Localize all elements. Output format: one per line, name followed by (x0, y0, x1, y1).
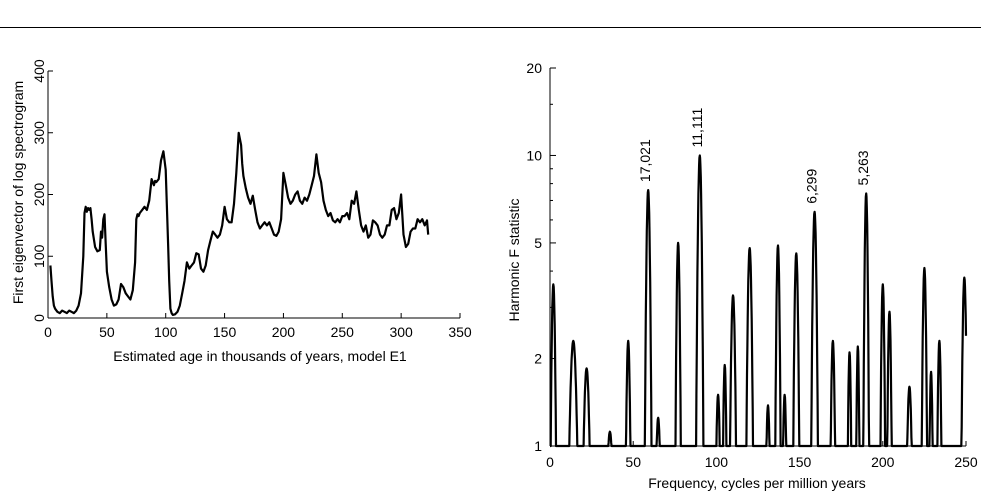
x-tick-label: 0 (44, 324, 52, 340)
y-axis-title: First eigenvector of log spectrogram (10, 81, 26, 304)
x-tick-label: 300 (389, 324, 413, 340)
y-tick-label: 0 (31, 314, 47, 322)
eigenvector-series-line (49, 131, 430, 316)
header-rule (0, 27, 981, 28)
x-tick-label: 0 (546, 454, 554, 470)
x-tick-label: 200 (871, 454, 895, 470)
harmonic-f-series-line (549, 154, 968, 448)
x-tick-label: 250 (331, 324, 355, 340)
x-axis-title: Estimated age in thousands of years, mod… (113, 348, 407, 364)
y-tick-label: 200 (31, 183, 47, 207)
y-tick-label: 300 (31, 121, 47, 145)
y-axis-title: Harmonic F statistic (506, 199, 522, 322)
x-tick-label: 50 (99, 324, 115, 340)
peak-label: 6,299 (804, 169, 820, 204)
peak-label: 11,111 (689, 108, 705, 148)
y-tick-label: 2 (534, 351, 542, 367)
x-axis-title: Frequency, cycles per million years (648, 475, 866, 491)
x-tick-label: 200 (272, 324, 296, 340)
x-tick-label: 50 (625, 454, 641, 470)
harmonic-f-chart: 0 50 100 150 200 250 1 2 5 10 20 17,021 11,111 6,299 5… (506, 60, 978, 491)
x-tick-label: 150 (213, 324, 237, 340)
eigenvector-chart: 0 50 100 150 200 250 300 350 0 100 200 300 400 Estima… (10, 59, 472, 364)
x-tick-label: 350 (448, 324, 472, 340)
x-tick-label: 150 (788, 454, 812, 470)
y-tick-label: 100 (31, 244, 47, 268)
y-tick-label: 10 (526, 147, 542, 163)
peak-label: 5,263 (855, 150, 871, 185)
y-tick-label: 1 (534, 438, 542, 454)
y-tick-label: 400 (31, 59, 47, 83)
x-tick-label: 250 (954, 454, 978, 470)
peak-label: 17,021 (637, 139, 653, 182)
x-tick-label: 100 (154, 324, 178, 340)
x-tick-label: 100 (705, 454, 729, 470)
y-tick-label: 20 (526, 60, 542, 76)
y-tick-label: 5 (534, 235, 542, 251)
